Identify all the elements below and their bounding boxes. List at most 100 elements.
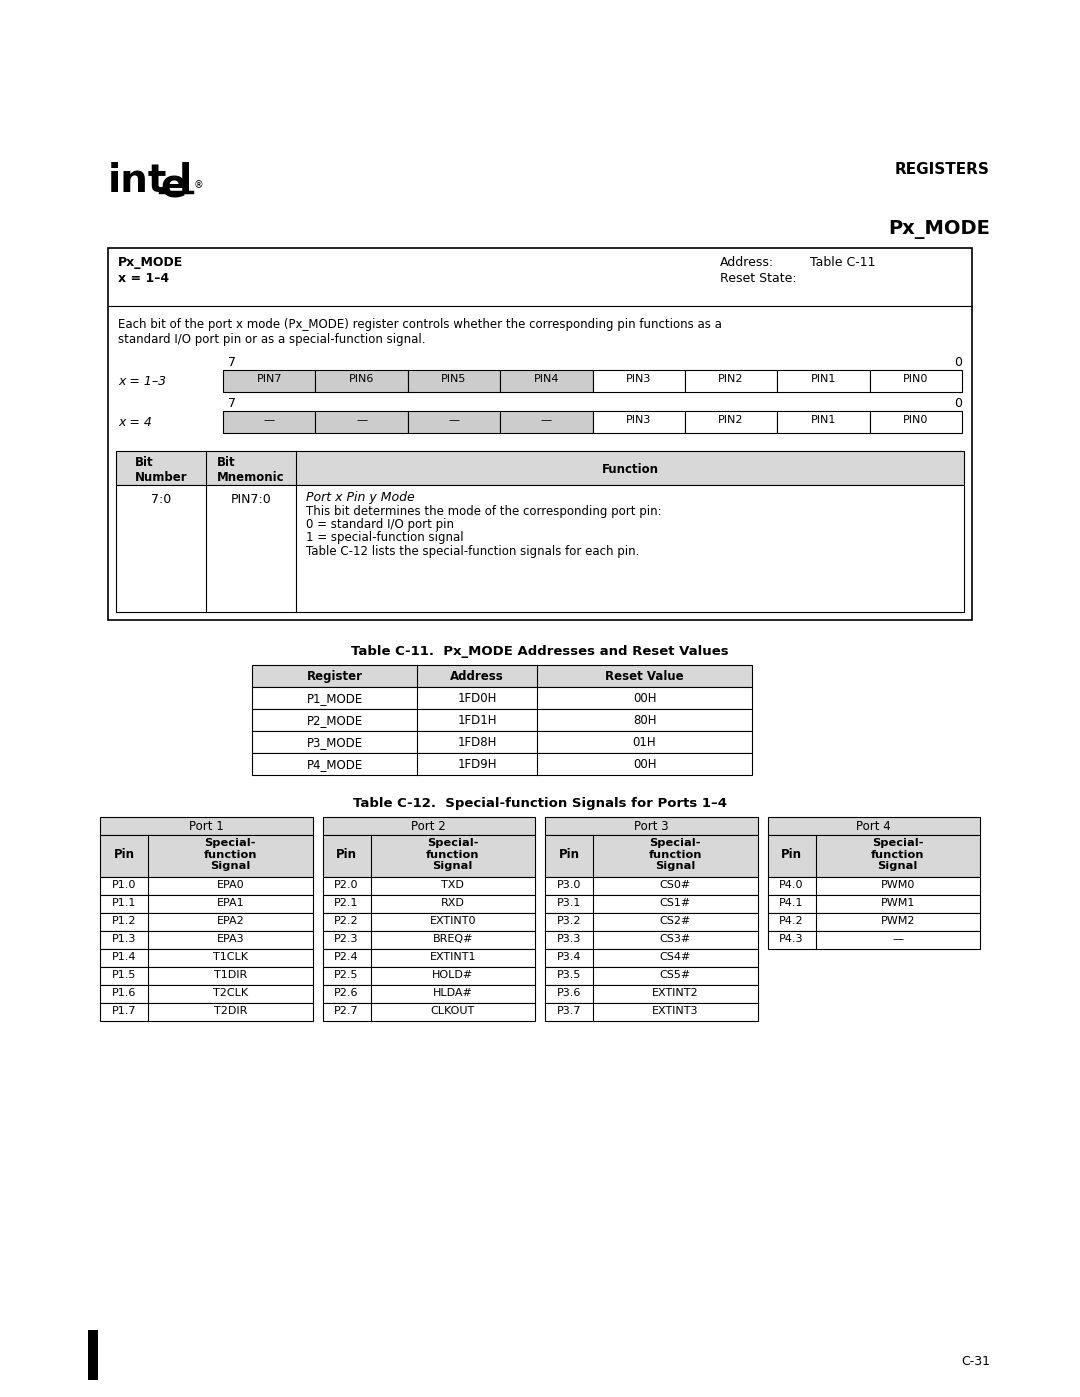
Text: PIN4: PIN4 [534, 374, 559, 384]
Bar [593, 411, 685, 433]
Text: PIN6: PIN6 [349, 374, 375, 384]
Text: T2CLK: T2CLK [213, 988, 247, 997]
Text: P1.1: P1.1 [112, 898, 136, 908]
Text: EPA0: EPA0 [216, 880, 244, 890]
Text: Port 2: Port 2 [411, 820, 446, 833]
Text: PIN5: PIN5 [442, 374, 467, 384]
Bar [252, 731, 752, 753]
Text: Table C-11: Table C-11 [810, 256, 876, 270]
Text: x = 4: x = 4 [118, 416, 152, 429]
Text: —: — [356, 415, 367, 425]
Text: l: l [179, 162, 192, 200]
Bar [323, 1003, 535, 1021]
Bar [545, 1003, 757, 1021]
Bar [100, 835, 312, 877]
Bar [685, 411, 778, 433]
Text: P3.3: P3.3 [557, 935, 581, 944]
Text: PIN7:0: PIN7:0 [231, 493, 271, 506]
Text: PIN0: PIN0 [903, 415, 929, 425]
Text: PIN0: PIN0 [903, 374, 929, 384]
Text: P1.0: P1.0 [112, 880, 136, 890]
Text: CS3#: CS3# [660, 935, 691, 944]
Bar [768, 835, 980, 877]
Text: 1FD8H: 1FD8H [457, 736, 497, 749]
Text: Each bit of the port x mode (Px_MODE) register controls whether the correspondin: Each bit of the port x mode (Px_MODE) re… [118, 319, 721, 331]
Text: P3.1: P3.1 [557, 898, 581, 908]
Text: P4.3: P4.3 [780, 935, 804, 944]
Text: P1.3: P1.3 [112, 935, 136, 944]
Bar [100, 985, 312, 1003]
Bar [222, 411, 315, 433]
Text: PWM1: PWM1 [880, 898, 915, 908]
Text: P4.0: P4.0 [780, 880, 804, 890]
Text: P2.6: P2.6 [334, 988, 359, 997]
Text: P2_MODE: P2_MODE [307, 714, 363, 726]
Text: CS5#: CS5# [660, 970, 691, 981]
Text: Pin: Pin [336, 848, 357, 861]
Bar [323, 914, 535, 930]
Text: Px_MODE: Px_MODE [888, 219, 990, 239]
Text: P3.6: P3.6 [557, 988, 581, 997]
Text: x = 1–3: x = 1–3 [118, 374, 166, 388]
Text: Table C-12 lists the special-function signals for each pin.: Table C-12 lists the special-function si… [306, 545, 639, 557]
Bar [116, 485, 964, 612]
Text: PIN2: PIN2 [718, 374, 744, 384]
Text: 7:0: 7:0 [151, 493, 171, 506]
Bar [315, 411, 408, 433]
Text: Address:: Address: [720, 256, 774, 270]
Bar [100, 930, 312, 949]
Bar [593, 370, 685, 393]
Text: ®: ® [194, 180, 204, 190]
Text: CS1#: CS1# [660, 898, 691, 908]
Text: —: — [264, 415, 274, 425]
Bar [323, 877, 535, 895]
Text: Pin: Pin [113, 848, 135, 861]
Text: 1FD9H: 1FD9H [457, 759, 497, 771]
Text: P2.5: P2.5 [334, 970, 359, 981]
Bar [315, 370, 408, 393]
Bar [545, 914, 757, 930]
Bar [323, 967, 535, 985]
Text: 1 = special-function signal: 1 = special-function signal [306, 531, 463, 543]
Text: RXD: RXD [441, 898, 464, 908]
Text: x = 1–4: x = 1–4 [118, 272, 170, 285]
Text: HLDA#: HLDA# [433, 988, 473, 997]
Bar [323, 985, 535, 1003]
Bar [768, 895, 980, 914]
Text: P1.5: P1.5 [112, 970, 136, 981]
Bar [545, 817, 757, 835]
Text: Port 1: Port 1 [189, 820, 224, 833]
Text: P1.6: P1.6 [112, 988, 136, 997]
Text: EXTINT0: EXTINT0 [430, 916, 476, 926]
Text: EPA1: EPA1 [216, 898, 244, 908]
Bar [768, 930, 980, 949]
Text: HOLD#: HOLD# [432, 970, 473, 981]
Bar [100, 817, 312, 835]
Bar [500, 411, 593, 433]
Text: Special-
function
Signal: Special- function Signal [426, 838, 480, 872]
Text: P2.2: P2.2 [334, 916, 359, 926]
Bar [100, 914, 312, 930]
Text: 80H: 80H [633, 714, 657, 726]
Bar [768, 914, 980, 930]
Text: T1DIR: T1DIR [214, 970, 247, 981]
Text: Pin: Pin [558, 848, 580, 861]
Text: PWM0: PWM0 [880, 880, 915, 890]
Text: Address: Address [450, 671, 504, 683]
Text: 01H: 01H [633, 736, 657, 749]
Bar [323, 817, 535, 835]
Text: REGISTERS: REGISTERS [895, 162, 990, 177]
Text: 00H: 00H [633, 759, 657, 771]
Text: P2.4: P2.4 [334, 951, 359, 963]
Text: P1.4: P1.4 [111, 951, 136, 963]
Bar [869, 370, 962, 393]
Text: Bit
Mnemonic: Bit Mnemonic [217, 455, 285, 483]
Text: 7: 7 [228, 397, 237, 409]
Text: P3.2: P3.2 [557, 916, 581, 926]
Text: e: e [160, 168, 187, 205]
Text: CS2#: CS2# [660, 916, 691, 926]
Text: Reset Value: Reset Value [605, 671, 684, 683]
Text: Table C-11.  Px_MODE Addresses and Reset Values: Table C-11. Px_MODE Addresses and Reset … [351, 645, 729, 658]
Text: P1.7: P1.7 [111, 1006, 136, 1016]
Text: CLKOUT: CLKOUT [431, 1006, 475, 1016]
